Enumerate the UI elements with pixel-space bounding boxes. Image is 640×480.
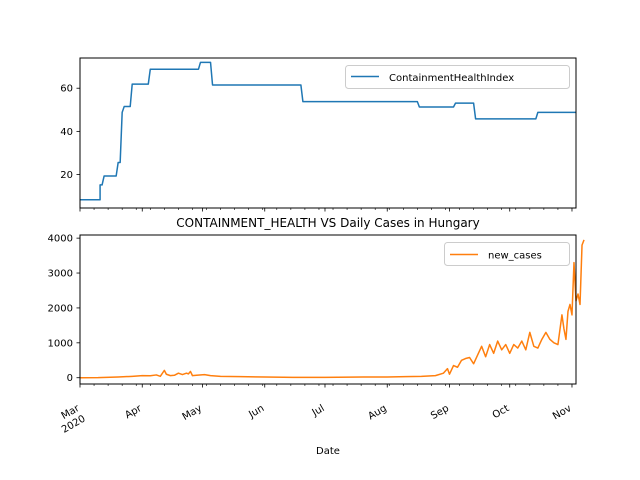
y-tick-label: 1000 [48, 338, 73, 349]
x-axis-label: Date [316, 446, 340, 457]
bottom-y-ticks: 0 1000 2000 3000 4000 [48, 234, 80, 384]
bottom-chart-title: CONTAINMENT_HEALTH VS Daily Cases in Hun… [176, 216, 479, 230]
top-series-lines [80, 61, 576, 201]
y-tick-label: 4000 [48, 234, 73, 245]
bottom-series-lines [79, 239, 585, 379]
series-line-1-0 [79, 239, 585, 379]
y-tick-label: 40 [60, 127, 73, 138]
top-axes: 20 40 60 ContainmentHealthIndex [60, 57, 577, 212]
top-axes-frame [79, 57, 577, 209]
top-x-ticks [79, 208, 573, 212]
series-line-0-0 [80, 61, 576, 201]
top-y-ticks: 20 40 60 [60, 84, 80, 181]
top-legend: ContainmentHealthIndex [345, 65, 570, 89]
top-legend-box [345, 65, 570, 89]
y-tick-label: 20 [60, 170, 73, 181]
y-tick-label: 2000 [48, 303, 73, 314]
y-tick-label: 0 [67, 373, 73, 384]
bottom-legend: new_cases [444, 242, 570, 266]
top-legend-label: ContainmentHealthIndex [389, 73, 514, 84]
bottom-legend-label: new_cases [488, 251, 542, 262]
bottom-legend-box [444, 242, 570, 266]
y-tick-label: 3000 [48, 269, 73, 280]
y-tick-label: 60 [60, 84, 73, 95]
bottom-axes-frame [79, 234, 577, 385]
